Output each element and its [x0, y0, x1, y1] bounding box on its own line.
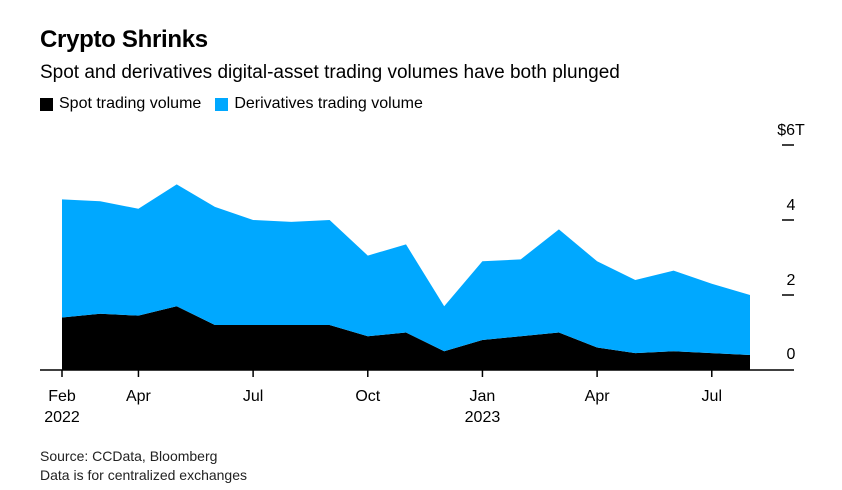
note-line: Data is for centralized exchanges [40, 467, 247, 483]
chart-subtitle: Spot and derivatives digital-asset tradi… [40, 62, 620, 83]
legend-label-derivatives: Derivatives trading volume [234, 95, 423, 112]
legend-swatch-spot [40, 97, 53, 111]
y-tick-label: 4 [787, 197, 796, 214]
y-tick-label: $6T [777, 122, 805, 139]
x-tick-label: Jan [470, 388, 496, 405]
source-line: Source: CCData, Bloomberg [40, 448, 218, 464]
legend-item-derivatives: Derivatives trading volume [215, 95, 423, 113]
legend: Spot trading volume Derivatives trading … [40, 95, 437, 113]
legend-label-spot: Spot trading volume [59, 95, 202, 112]
chart-title: Crypto Shrinks [40, 26, 208, 53]
x-tick-label: Feb [48, 388, 76, 405]
y-tick-label: 2 [787, 272, 796, 289]
y-tick-label: 0 [787, 346, 796, 363]
x-tick-label: Apr [126, 388, 152, 405]
source-note: Source: CCData, Bloomberg Data is for ce… [40, 447, 247, 485]
x-tick-label: Jul [243, 388, 263, 405]
x-year-label: 2023 [465, 409, 501, 426]
area-derivatives [62, 184, 750, 355]
x-tick-label: Oct [355, 388, 380, 405]
legend-swatch-derivatives [215, 97, 229, 111]
x-tick-label: Jul [702, 388, 722, 405]
legend-item-spot: Spot trading volume [40, 95, 201, 113]
x-tick-label: Apr [585, 388, 611, 405]
area-spot [62, 306, 750, 370]
x-year-label: 2022 [44, 409, 80, 426]
